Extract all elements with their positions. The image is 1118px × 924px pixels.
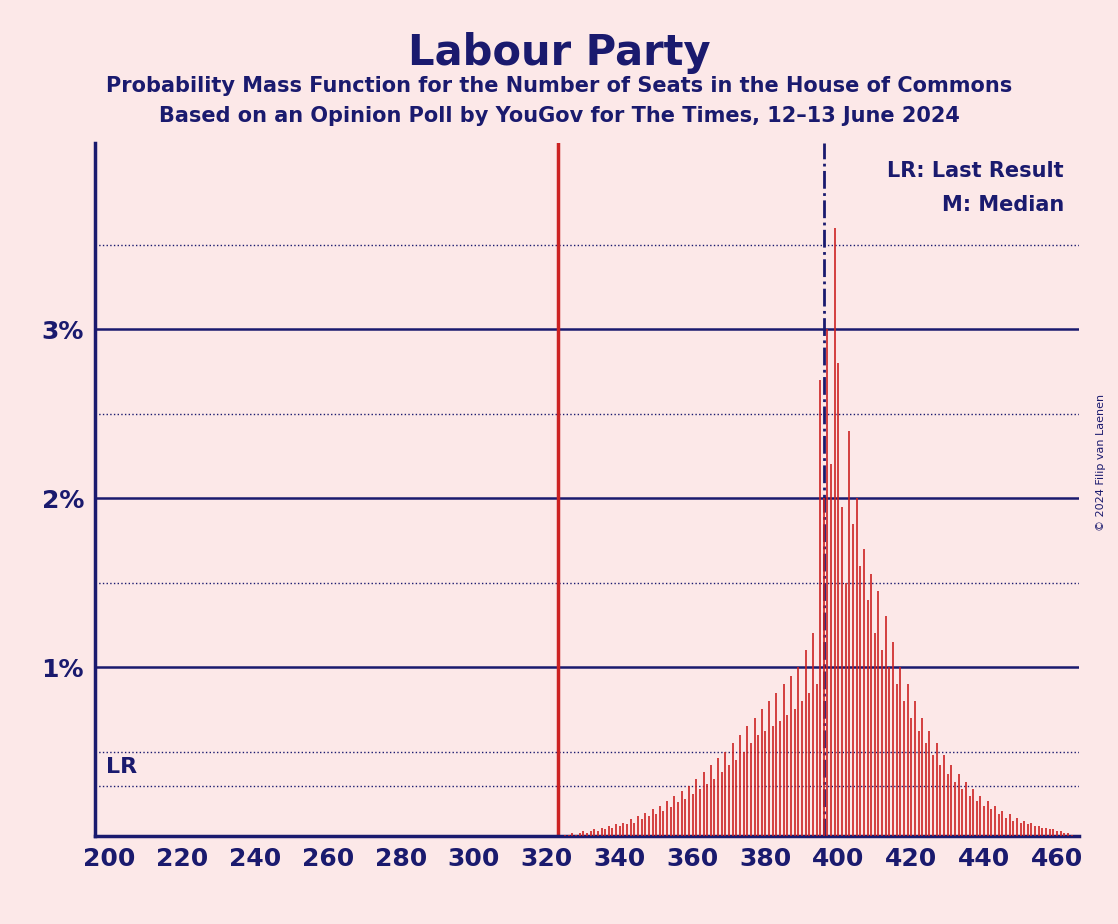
Text: Probability Mass Function for the Number of Seats in the House of Commons: Probability Mass Function for the Number… (106, 76, 1012, 96)
Text: LR: Last Result: LR: Last Result (888, 161, 1064, 180)
Text: LR: LR (106, 757, 138, 777)
Text: © 2024 Filip van Laenen: © 2024 Filip van Laenen (1097, 394, 1106, 530)
Text: M: Median: M: Median (941, 195, 1064, 215)
Text: Labour Party: Labour Party (408, 32, 710, 74)
Text: Based on an Opinion Poll by YouGov for The Times, 12–13 June 2024: Based on an Opinion Poll by YouGov for T… (159, 106, 959, 127)
